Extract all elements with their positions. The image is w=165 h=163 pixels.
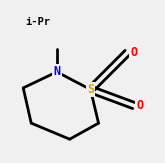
Text: O: O xyxy=(137,99,144,112)
Text: i-Pr: i-Pr xyxy=(25,17,50,27)
Text: O: O xyxy=(130,46,137,59)
Text: N: N xyxy=(53,65,60,78)
Text: S: S xyxy=(87,83,94,96)
